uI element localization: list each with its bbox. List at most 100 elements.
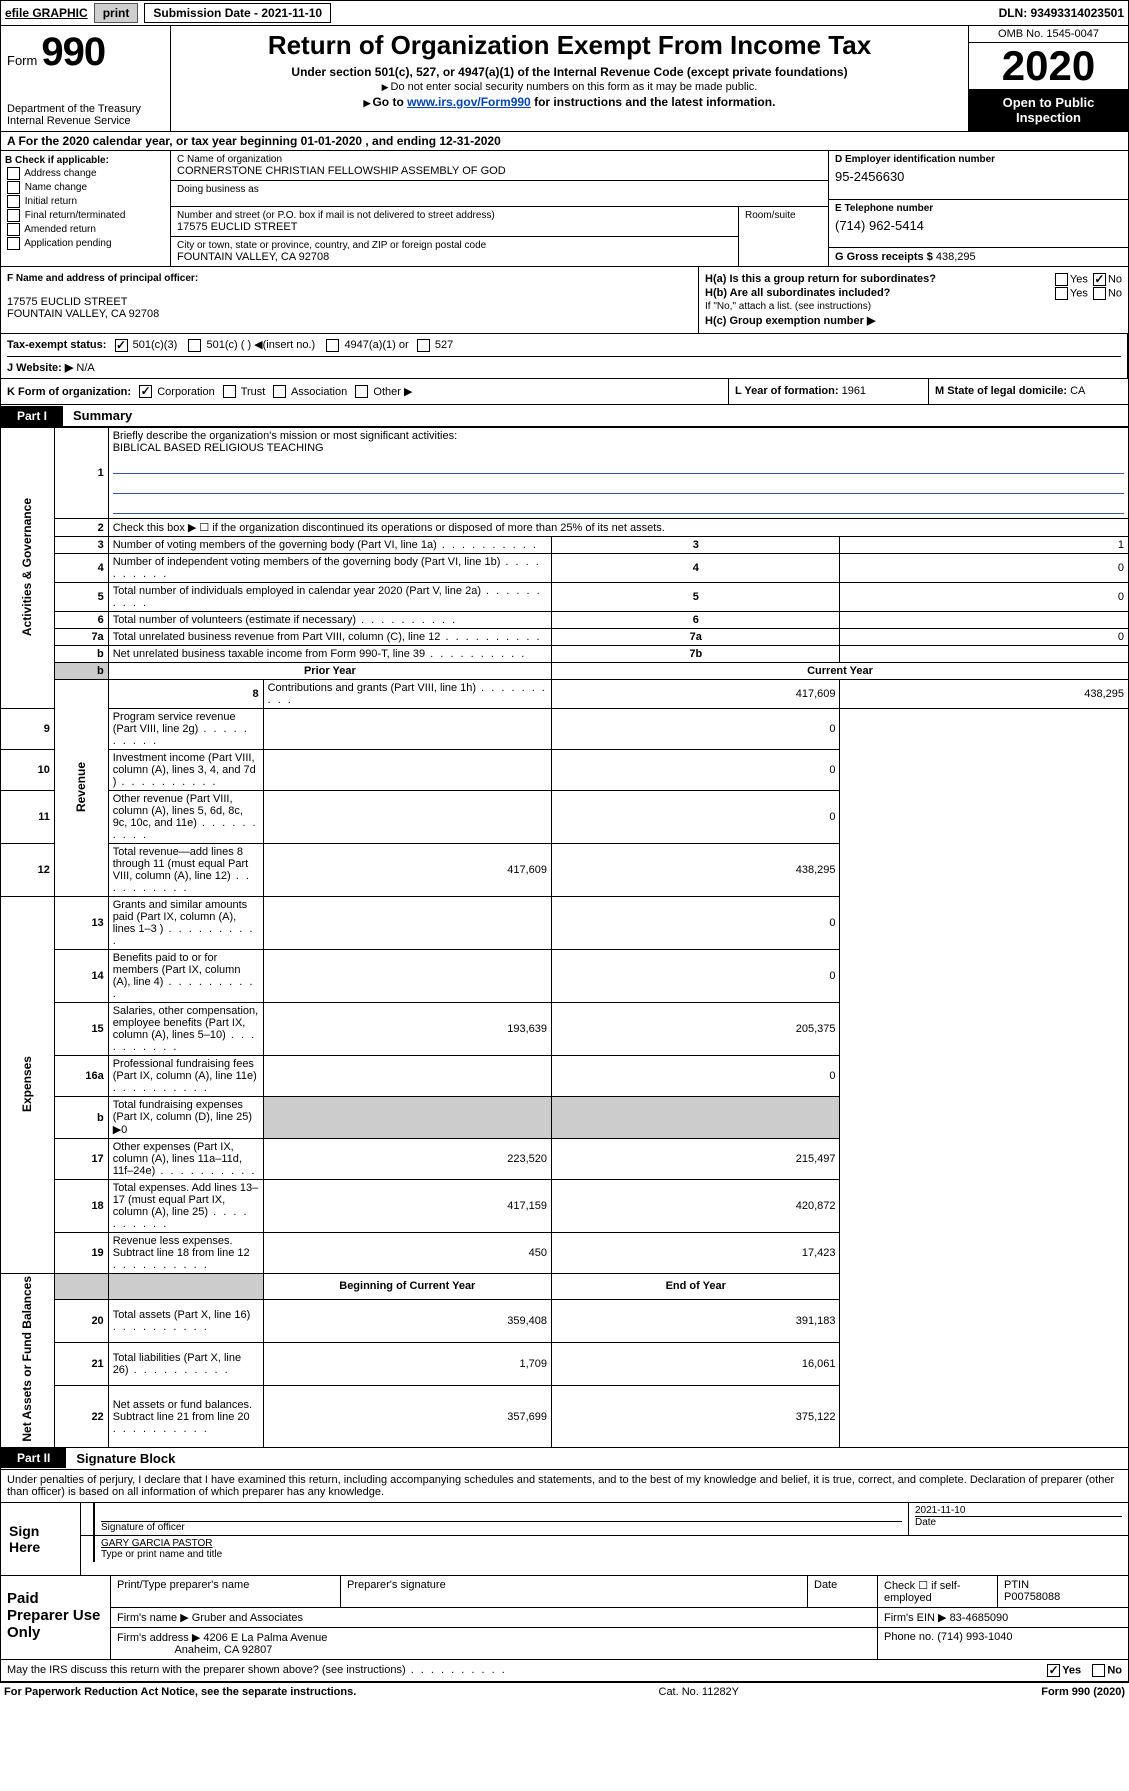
firm-ein-cell: Firm's EIN ▶ 83-4685090: [878, 1608, 1128, 1627]
part1-title: Summary: [63, 405, 142, 426]
firm-ein-label: Firm's EIN ▶: [884, 1612, 947, 1624]
chk-4947[interactable]: [326, 339, 339, 352]
chk-trust[interactable]: [223, 385, 236, 398]
col-b-checkboxes: B Check if applicable: Address change Na…: [1, 151, 171, 266]
room-suite: Room/suite: [738, 207, 828, 266]
current-value: 0: [552, 791, 840, 844]
chk-application-pending[interactable]: Application pending: [5, 237, 166, 250]
sig-date-value: 2021-11-10: [915, 1505, 1122, 1516]
prep-sig-hdr: Preparer's signature: [341, 1576, 808, 1607]
line-box: 4: [552, 554, 840, 583]
chk-501c3[interactable]: [115, 339, 128, 352]
line-num: 18: [54, 1180, 108, 1233]
side-revenue: Revenue: [54, 680, 108, 897]
line2-text: Check this box ▶ ☐ if the organization d…: [108, 519, 1128, 537]
line-desc: Total unrelated business revenue from Pa…: [108, 629, 551, 646]
table-row: 22Net assets or fund balances. Subtract …: [1, 1386, 1129, 1447]
chk-initial-return[interactable]: Initial return: [5, 195, 166, 208]
firm-name-label: Firm's name ▶: [117, 1612, 189, 1624]
begin-value: 1,709: [263, 1343, 551, 1386]
efile-link[interactable]: efile GRAPHIC: [5, 6, 88, 20]
current-value: 0: [552, 709, 840, 750]
chk-association[interactable]: [273, 385, 286, 398]
ha-text: H(a) Is this a group return for subordin…: [705, 273, 936, 285]
year-formation: L Year of formation: 1961: [728, 379, 928, 405]
firm-phone: (714) 993-1040: [937, 1631, 1012, 1643]
chk-discuss-yes[interactable]: [1047, 1664, 1060, 1677]
line-num: 8: [108, 680, 263, 709]
line-desc: Net unrelated business taxable income fr…: [108, 646, 551, 663]
sig-date-label: Date: [915, 1516, 1122, 1528]
form-title: Return of Organization Exempt From Incom…: [179, 30, 960, 61]
current-value: [552, 1097, 840, 1139]
line-desc: Professional fundraising fees (Part IX, …: [108, 1056, 263, 1097]
goto-suffix: for instructions and the latest informat…: [534, 95, 775, 109]
prior-value: [263, 791, 551, 844]
chk-discuss-no[interactable]: [1092, 1664, 1105, 1677]
prep-name-hdr: Print/Type preparer's name: [111, 1576, 341, 1607]
prior-value: [263, 1056, 551, 1097]
table-row: bTotal fundraising expenses (Part IX, co…: [1, 1097, 1129, 1139]
dept-line1: Department of the Treasury: [7, 103, 141, 115]
print-button[interactable]: print: [94, 3, 139, 23]
firm-name-cell: Firm's name ▶ Gruber and Associates: [111, 1608, 878, 1627]
table-row: 20Total assets (Part X, line 16)359,4083…: [1, 1299, 1129, 1342]
form-header: Form 990 Department of the Treasury Inte…: [0, 26, 1129, 132]
officer-label: F Name and address of principal officer:: [7, 273, 692, 284]
chk-corporation[interactable]: [139, 385, 152, 398]
current-value: 17,423: [552, 1233, 840, 1274]
side-expenses: Expenses: [1, 897, 55, 1274]
preparer-label: Paid Preparer Use Only: [1, 1576, 111, 1659]
chk-other[interactable]: [355, 385, 368, 398]
line-num: 14: [54, 950, 108, 1003]
arrow-icon: [81, 1503, 95, 1535]
org-name: CORNERSTONE CHRISTIAN FELLOWSHIP ASSEMBL…: [177, 165, 822, 177]
officer-name-label: Type or print name and title: [101, 1549, 1122, 1560]
header-left: Form 990 Department of the Treasury Inte…: [1, 26, 171, 131]
footer-left: For Paperwork Reduction Act Notice, see …: [4, 1686, 356, 1698]
line-desc: Total expenses. Add lines 13–17 (must eq…: [108, 1180, 263, 1233]
goto-link[interactable]: www.irs.gov/Form990: [407, 95, 531, 109]
form-subtitle: Under section 501(c), 527, or 4947(a)(1)…: [179, 65, 960, 79]
prior-value: [263, 1097, 551, 1139]
firm-addr-cell: Firm's address ▶ 4206 E La Palma Avenue …: [111, 1628, 878, 1659]
gross-label: G Gross receipts $: [835, 251, 933, 263]
chk-501c[interactable]: [188, 339, 201, 352]
goto-prefix: Go to: [364, 95, 408, 109]
table-row: 4Number of independent voting members of…: [1, 554, 1129, 583]
line-num: b: [54, 1097, 108, 1139]
line-desc: Total assets (Part X, line 16): [108, 1299, 263, 1342]
end-value: 391,183: [552, 1299, 840, 1342]
part2-title: Signature Block: [66, 1448, 185, 1469]
line-num: 13: [54, 897, 108, 950]
l-value: 1961: [842, 385, 866, 397]
line-value: 0: [840, 583, 1129, 612]
prior-value: 417,159: [263, 1180, 551, 1233]
open-line1: Open to Public: [1003, 95, 1095, 110]
table-row: 16aProfessional fundraising fees (Part I…: [1, 1056, 1129, 1097]
firm-phone-label: Phone no.: [884, 1631, 934, 1643]
table-row: 19Revenue less expenses. Subtract line 1…: [1, 1233, 1129, 1274]
line-desc: Total fundraising expenses (Part IX, col…: [108, 1097, 263, 1139]
phone-label: E Telephone number: [835, 203, 1122, 214]
col-b-header: B Check if applicable:: [5, 155, 166, 166]
col-f-officer: F Name and address of principal officer:…: [1, 267, 698, 333]
arrow-icon: [81, 1536, 95, 1562]
line-desc: Number of voting members of the governin…: [108, 537, 551, 554]
part1-header: Part I Summary: [0, 405, 1129, 427]
line-num: 6: [54, 612, 108, 629]
omb-number: OMB No. 1545-0047: [969, 26, 1128, 43]
chk-527[interactable]: [417, 339, 430, 352]
chk-final-return[interactable]: Final return/terminated: [5, 209, 166, 222]
summary-table: Activities & Governance 1 Briefly descri…: [0, 427, 1129, 1448]
mission-value: BIBLICAL BASED RELIGIOUS TEACHING: [113, 442, 324, 454]
chk-name-change[interactable]: Name change: [5, 181, 166, 194]
table-row: bNet unrelated business taxable income f…: [1, 646, 1129, 663]
table-row: 15Salaries, other compensation, employee…: [1, 1003, 1129, 1056]
chk-amended[interactable]: Amended return: [5, 223, 166, 236]
table-row: 9Program service revenue (Part VIII, lin…: [1, 709, 1129, 750]
city-label: City or town, state or province, country…: [177, 240, 732, 251]
line-num: 16a: [54, 1056, 108, 1097]
side-governance: Activities & Governance: [1, 428, 55, 709]
chk-address-change[interactable]: Address change: [5, 167, 166, 180]
